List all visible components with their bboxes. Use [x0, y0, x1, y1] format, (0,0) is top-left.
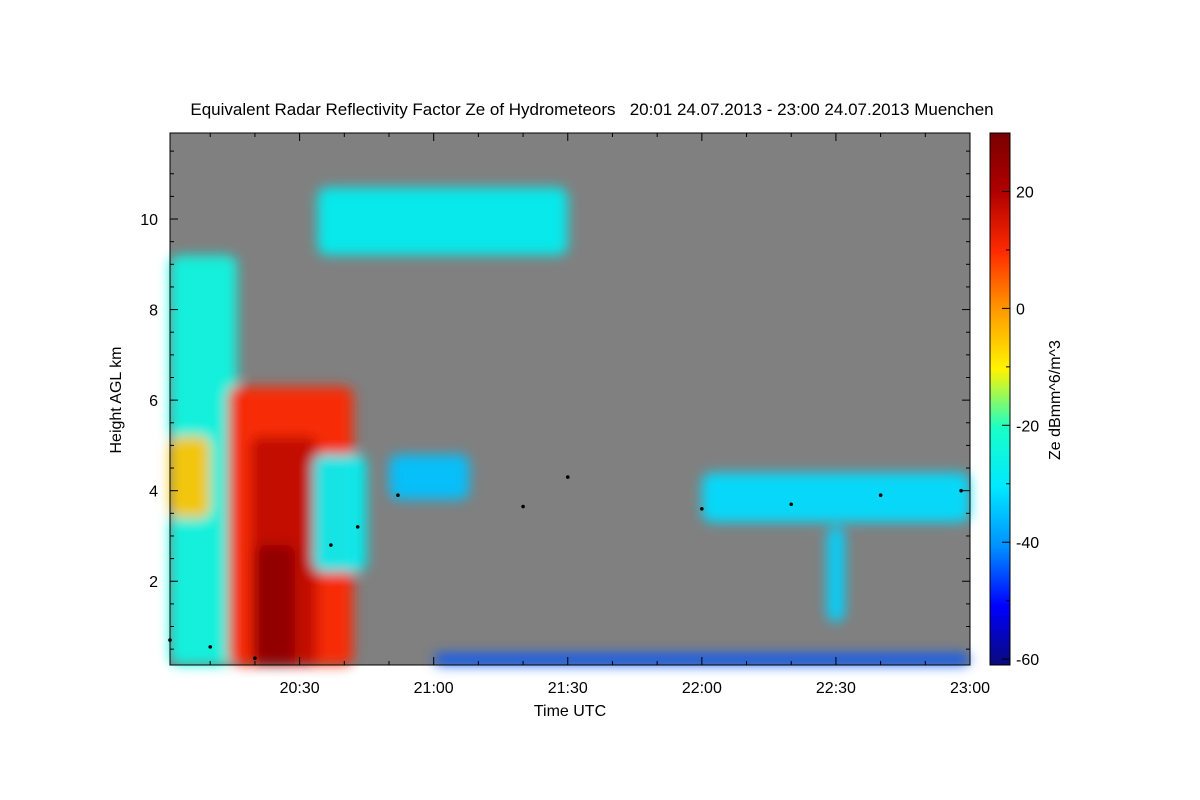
melting-layer-point	[878, 493, 883, 498]
colorbar-tick-label: 20	[1016, 184, 1034, 201]
x-axis-ticks: 20:30 21:00 21:30 22:00 22:30 23:00	[209, 133, 990, 697]
echo-region	[317, 187, 568, 256]
melting-layer-point	[208, 645, 213, 649]
chart-title: Equivalent Radar Reflectivity Factor Ze …	[190, 100, 993, 119]
x-tick-label: 22:00	[682, 680, 722, 697]
colorbar-tick-label: -60	[1016, 652, 1039, 669]
y-tick-label: 4	[149, 484, 158, 501]
y-tick-label: 10	[140, 212, 158, 229]
y-tick-label: 6	[149, 393, 158, 410]
melting-layer	[168, 475, 963, 661]
echo-region	[313, 454, 367, 573]
colorbar-ticks: 20 0 -20 -40 -60	[1002, 132, 1039, 669]
y-axis-label: Height AGL km	[108, 346, 125, 453]
x-tick-label: 21:00	[414, 680, 454, 697]
melting-layer-point	[959, 488, 963, 493]
melting-layer-point	[565, 475, 570, 479]
echo-region	[170, 436, 211, 518]
echo-layer	[170, 187, 971, 665]
plot-area: 20:30 21:00 21:30 22:00 22:30 23:00 2 4 6 8 10	[140, 132, 990, 697]
x-axis-label: Time UTC	[534, 703, 606, 720]
melting-layer-point	[396, 493, 400, 498]
colorbar: 20 0 -20 -40 -60	[989, 132, 1039, 669]
y-tick-label: 2	[149, 574, 158, 591]
colorbar-tick-label: -20	[1016, 418, 1039, 435]
plot-frame	[169, 132, 971, 666]
echo-region	[701, 472, 970, 523]
x-tick-label: 22:30	[816, 680, 856, 697]
x-tick-label: 23:00	[950, 680, 990, 697]
x-tick-label: 21:30	[548, 680, 588, 697]
melting-layer-point	[329, 543, 333, 547]
melting-layer-point	[355, 525, 360, 529]
colorbar-scale	[989, 132, 1011, 666]
x-tick-label: 20:30	[280, 680, 320, 697]
melting-layer-point	[700, 506, 704, 511]
colorbar-tick-label: 0	[1016, 301, 1025, 318]
echo-region	[388, 454, 470, 500]
melting-layer-point	[789, 502, 794, 507]
y-axis-ticks: 2 4 6 8 10	[140, 150, 970, 650]
echo-region	[254, 545, 296, 665]
melting-layer-point	[521, 504, 525, 509]
echo-region	[826, 526, 845, 622]
melting-layer-point	[253, 656, 257, 661]
colorbar-tick-label: -40	[1016, 535, 1039, 552]
colorbar-label: Ze dBmm^6/m^3	[1047, 340, 1064, 460]
y-tick-label: 8	[149, 303, 158, 320]
